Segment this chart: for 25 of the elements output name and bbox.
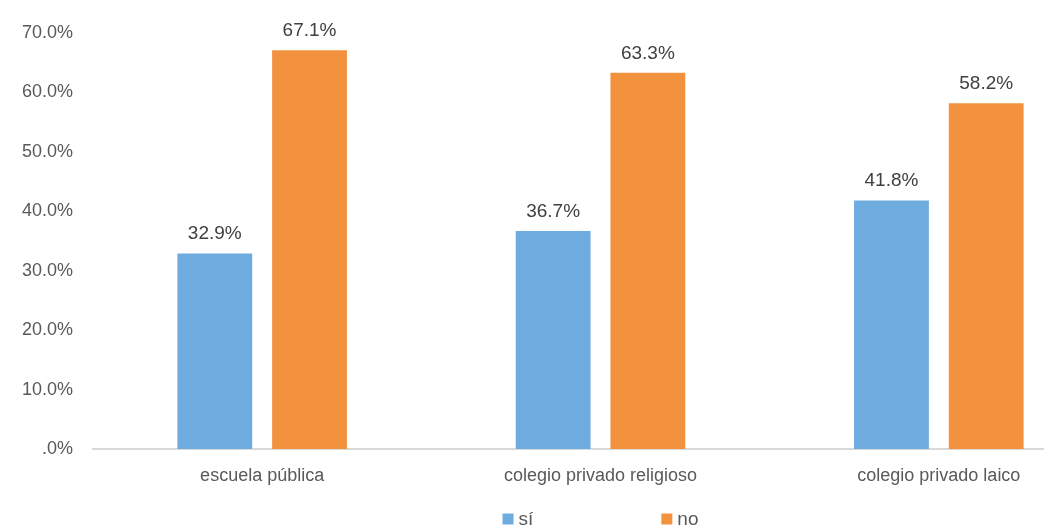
bar (610, 72, 686, 449)
data-label: 36.7% (526, 199, 581, 221)
legend-label: no (677, 508, 699, 530)
bar (177, 253, 253, 449)
x-tick-label: colegio privado religioso (503, 464, 698, 485)
data-label: 63.3% (620, 41, 675, 63)
legend-label: sí (518, 508, 535, 530)
y-tick-label: 20.0% (21, 319, 73, 340)
y-tick-label: 50.0% (21, 140, 73, 161)
y-tick-label: 40.0% (21, 200, 73, 221)
x-tick-label: escuela pública (200, 464, 326, 485)
y-tick-label: 30.0% (21, 259, 73, 280)
y-tick-label: 70.0% (21, 21, 73, 42)
bar (854, 200, 929, 449)
bar (948, 103, 1024, 449)
y-tick-label: .0% (41, 437, 73, 458)
y-tick-label: 60.0% (21, 81, 73, 102)
y-tick-label: 10.0% (21, 378, 73, 399)
data-label: 67.1% (282, 18, 337, 40)
data-label: 41.8% (864, 169, 919, 191)
data-label: 32.9% (187, 222, 242, 244)
x-tick-label: colegio privado laico (857, 464, 1021, 485)
data-label: 58.2% (959, 71, 1014, 93)
bar (515, 230, 591, 449)
bar (272, 50, 347, 449)
